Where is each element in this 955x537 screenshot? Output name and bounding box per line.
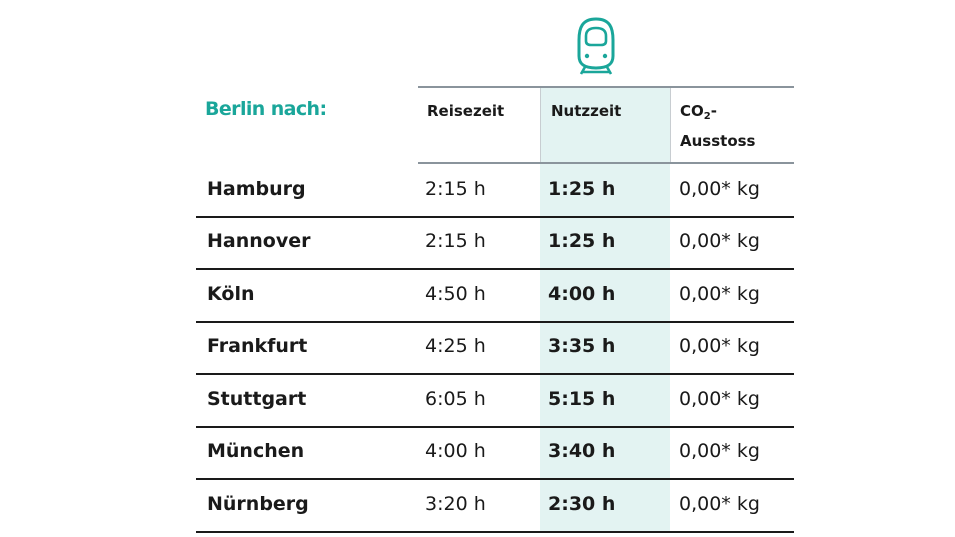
co2-value: 0,00* kg xyxy=(679,283,760,305)
nutzzeit-value: 2:30 h xyxy=(548,493,616,515)
nutzzeit-value: 1:25 h xyxy=(548,230,616,252)
city-name: Hannover xyxy=(207,230,311,252)
reisezeit-value: 4:00 h xyxy=(425,440,486,462)
co2-value: 0,00* kg xyxy=(679,440,760,462)
co2-value: 0,00* kg xyxy=(679,230,760,252)
co2-value: 0,00* kg xyxy=(679,493,760,515)
co2-value: 0,00* kg xyxy=(679,388,760,410)
co2-label-subscript: 2 xyxy=(703,111,711,122)
nutzzeit-value: 3:40 h xyxy=(548,440,616,462)
city-name: München xyxy=(207,440,305,462)
table-row: Stuttgart 6:05 h 5:15 h 0,00* kg xyxy=(196,374,794,428)
table-row: Hannover 2:15 h 1:25 h 0,00* kg xyxy=(196,216,794,270)
train-front-icon xyxy=(572,16,620,76)
city-name: Stuttgart xyxy=(207,388,307,410)
reisezeit-value: 4:25 h xyxy=(425,335,486,357)
nutzzeit-value: 4:00 h xyxy=(548,283,616,305)
city-name: Frankfurt xyxy=(207,335,308,357)
co2-label-line2: Ausstoss xyxy=(680,132,756,150)
city-name: Köln xyxy=(207,283,255,305)
header-separator xyxy=(670,88,671,162)
column-header-reisezeit: Reisezeit xyxy=(427,102,505,120)
column-header-nutzzeit: Nutzzeit xyxy=(551,102,622,120)
header-separator xyxy=(540,88,541,162)
nutzzeit-value: 3:35 h xyxy=(548,335,616,357)
city-name: Nürnberg xyxy=(207,493,309,515)
reisezeit-value: 4:50 h xyxy=(425,283,486,305)
co2-value: 0,00* kg xyxy=(679,335,760,357)
table-row: Frankfurt 4:25 h 3:35 h 0,00* kg xyxy=(196,321,794,375)
city-name: Hamburg xyxy=(207,178,306,200)
column-header-co2: CO2- Ausstoss xyxy=(680,99,755,153)
table-row: München 4:00 h 3:40 h 0,00* kg xyxy=(196,426,794,480)
header-top-rule xyxy=(418,86,794,88)
nutzzeit-value: 5:15 h xyxy=(548,388,616,410)
reisezeit-value: 6:05 h xyxy=(425,388,486,410)
reisezeit-value: 2:15 h xyxy=(425,178,486,200)
header-bottom-rule xyxy=(418,162,794,164)
table-title: Berlin nach: xyxy=(205,98,327,120)
table-row: Hamburg 2:15 h 1:25 h 0,00* kg xyxy=(196,164,794,218)
co2-label-prefix: CO xyxy=(680,102,704,120)
table-row: Köln 4:50 h 4:00 h 0,00* kg xyxy=(196,269,794,323)
table-row: Nürnberg 3:20 h 2:30 h 0,00* kg xyxy=(196,479,794,533)
reisezeit-value: 2:15 h xyxy=(425,230,486,252)
co2-value: 0,00* kg xyxy=(679,178,760,200)
nutzzeit-value: 1:25 h xyxy=(548,178,616,200)
reisezeit-value: 3:20 h xyxy=(425,493,486,515)
co2-label-suffix: - xyxy=(710,102,717,120)
